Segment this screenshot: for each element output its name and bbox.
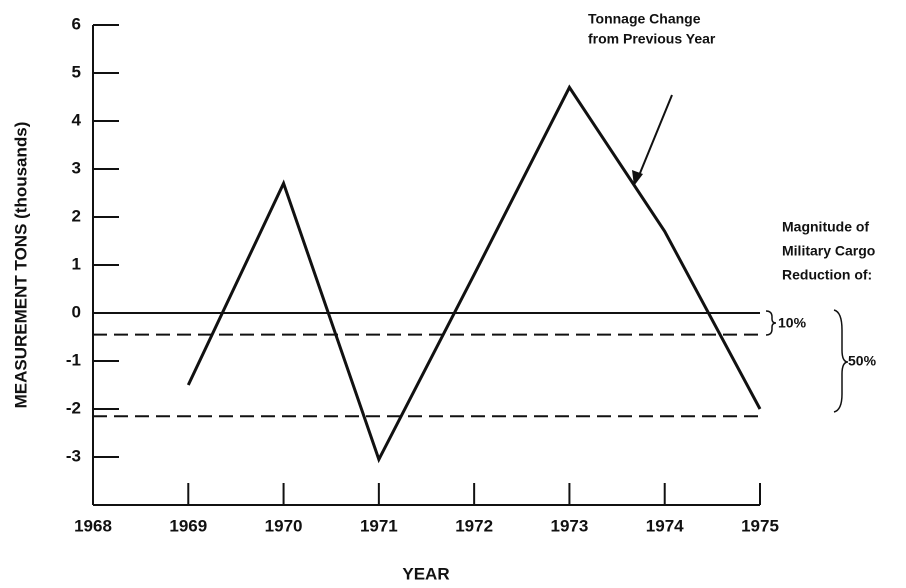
y-tick-label: 3: [72, 158, 81, 177]
arrow: [637, 94, 673, 179]
y-tick-label: -3: [66, 446, 81, 465]
x-tick-label: 1969: [169, 516, 207, 535]
annotation: Reduction of:: [782, 267, 872, 283]
x-tick-label: 1975: [741, 516, 779, 535]
brace: [833, 309, 849, 413]
y-tick-label: 0: [72, 302, 81, 321]
annotation: Tonnage Change: [588, 11, 701, 27]
annotation: from Previous Year: [588, 31, 716, 47]
annotation: Military Cargo: [782, 243, 875, 259]
y-tick-label: 5: [72, 62, 81, 81]
arrowhead: [632, 170, 643, 186]
x-tick-label: 1972: [455, 516, 493, 535]
y-tick-label: -1: [66, 350, 81, 369]
y-tick-label: 4: [72, 110, 82, 129]
x-tick-label: 1970: [265, 516, 303, 535]
data-line: [186, 84, 762, 464]
brace: [765, 310, 777, 336]
y-axis-label: MEASUREMENT TONS (thousands): [11, 122, 30, 409]
annotation: Magnitude of: [782, 219, 869, 235]
x-axis-label: YEAR: [402, 564, 449, 583]
annotation: 50%: [848, 353, 877, 369]
x-tick-label: 1973: [551, 516, 589, 535]
y-tick-label: 1: [72, 254, 81, 273]
y-tick-label: -2: [66, 398, 81, 417]
y-tick-label: 6: [72, 14, 81, 33]
x-tick-label: 1974: [646, 516, 684, 535]
annotation: 10%: [778, 315, 807, 331]
x-tick-label: 1968: [74, 516, 112, 535]
y-tick-label: 2: [72, 206, 81, 225]
x-tick-label: 1971: [360, 516, 398, 535]
